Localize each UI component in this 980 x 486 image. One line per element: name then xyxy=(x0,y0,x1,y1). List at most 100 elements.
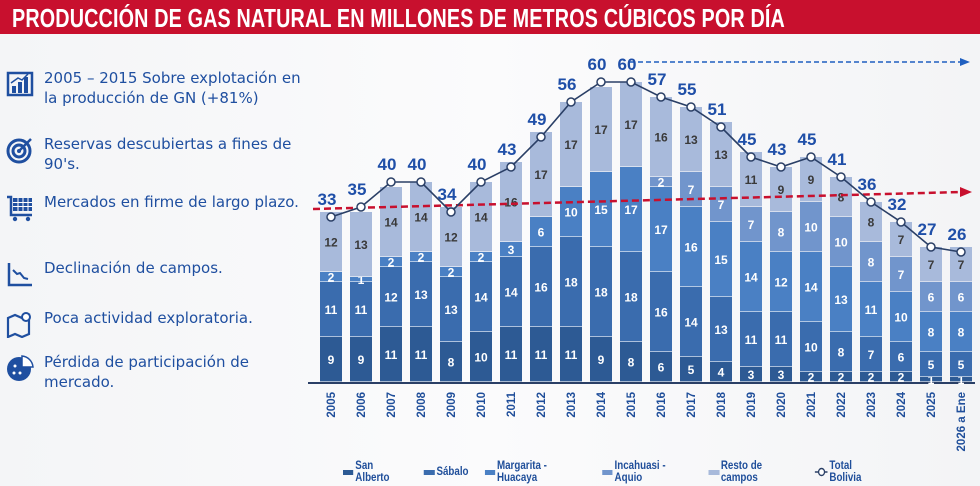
total-label: 40 xyxy=(378,155,397,174)
data-label: 5 xyxy=(688,363,695,377)
bar-segment xyxy=(830,332,852,372)
bullet-item: Pérdida de participación de mercado. xyxy=(6,352,309,392)
total-label: 45 xyxy=(738,130,757,149)
bar-segment xyxy=(920,312,942,352)
x-tick-label: 2012 xyxy=(536,392,548,418)
bar-segment xyxy=(800,202,822,252)
bar-segment xyxy=(560,327,582,382)
total-point xyxy=(536,132,546,142)
total-point xyxy=(416,177,426,187)
legend-label: Total Bolivia xyxy=(829,460,862,484)
x-tick-label: 2014 xyxy=(596,391,608,417)
total-label: 32 xyxy=(888,195,907,214)
total-point xyxy=(926,242,936,252)
data-label: 2 xyxy=(478,251,485,265)
total-point xyxy=(866,197,876,207)
bar-segment xyxy=(950,282,972,312)
data-label: 8 xyxy=(778,226,785,240)
bar-segment xyxy=(530,217,552,247)
bar-segment xyxy=(530,132,552,217)
data-label: 1 xyxy=(958,373,965,387)
data-label: 8 xyxy=(628,356,635,370)
bar-segment xyxy=(470,252,492,262)
bar-segment xyxy=(680,287,702,357)
bullet-item: Mercados en firme de largo plazo. xyxy=(6,192,309,222)
bar-segment xyxy=(680,107,702,172)
data-label: 10 xyxy=(804,221,818,235)
data-label: 3 xyxy=(748,368,755,382)
x-tick-label: 2013 xyxy=(566,392,578,418)
total-point xyxy=(506,162,516,172)
bar-segment xyxy=(320,282,342,337)
bullet-text: Reservas descubiertas a fines de 90's. xyxy=(44,135,292,173)
bar-segment xyxy=(410,252,432,262)
data-label: 16 xyxy=(504,196,518,210)
bar-segment xyxy=(380,187,402,257)
bullet-item: 2005 – 2015 Sobre explotación en la prod… xyxy=(6,68,309,108)
data-label: 11 xyxy=(775,333,788,347)
data-label: 2 xyxy=(868,371,875,385)
x-tick-label: 2020 xyxy=(776,392,788,418)
data-label: 10 xyxy=(564,206,578,220)
bar-segment xyxy=(620,167,642,252)
bar-segment xyxy=(650,352,672,382)
total-point xyxy=(776,162,786,172)
total-point xyxy=(626,77,636,87)
bar-segment xyxy=(920,377,942,382)
total-label: 60 xyxy=(618,55,637,74)
data-label: 6 xyxy=(658,361,665,375)
data-label: 11 xyxy=(565,348,578,362)
bar-segment xyxy=(560,237,582,327)
x-tick-label: 2021 xyxy=(806,391,818,417)
x-tick-label: 2019 xyxy=(746,392,758,418)
data-label: 7 xyxy=(898,233,905,247)
bar-segment xyxy=(680,357,702,382)
pie-chart-icon xyxy=(7,355,34,381)
total-point xyxy=(746,152,756,162)
total-label: 33 xyxy=(318,190,337,209)
total-point xyxy=(686,102,696,112)
bar-segment xyxy=(680,207,702,287)
bar-segment xyxy=(710,362,732,382)
data-label: 13 xyxy=(444,303,458,317)
data-label: 11 xyxy=(745,173,758,187)
x-tick-label: 2023 xyxy=(866,392,878,418)
bar-segment xyxy=(560,102,582,187)
data-label: 2 xyxy=(898,371,905,385)
data-label: 7 xyxy=(898,268,905,282)
legend-label: Incahuasi - Aquio xyxy=(614,460,666,484)
total-label: 55 xyxy=(678,80,697,99)
bar-segment xyxy=(800,157,822,202)
data-label: 2 xyxy=(658,176,665,190)
bar-segment xyxy=(920,352,942,377)
title-bar: PRODUCCIÓN DE GAS NATURAL EN MILLONES DE… xyxy=(0,0,980,34)
data-label: 8 xyxy=(838,191,845,205)
bar-segment xyxy=(740,312,762,367)
data-label: 11 xyxy=(745,333,758,347)
bar-segment xyxy=(770,367,792,382)
target-icon xyxy=(6,138,32,164)
bar-segment xyxy=(770,167,792,212)
x-tick-label: 2007 xyxy=(386,392,398,418)
data-label: 5 xyxy=(928,358,935,372)
total-point xyxy=(566,97,576,107)
bar-segment xyxy=(770,252,792,312)
data-label: 7 xyxy=(718,198,725,212)
total-label: 51 xyxy=(708,100,727,119)
bar-segment xyxy=(890,257,912,292)
data-label: 14 xyxy=(474,211,488,225)
bar-segment xyxy=(770,212,792,252)
data-label: 13 xyxy=(414,288,428,302)
data-label: 12 xyxy=(774,276,788,290)
bar-segment xyxy=(620,342,642,382)
data-label: 18 xyxy=(624,291,638,305)
total-label: 34 xyxy=(438,185,457,204)
bar-segment xyxy=(650,97,672,177)
x-tick-label: 2017 xyxy=(686,392,698,418)
data-label: 8 xyxy=(868,216,875,230)
bar-segment xyxy=(500,257,522,327)
cart-icon xyxy=(7,195,32,222)
total-label: 41 xyxy=(828,150,847,169)
data-label: 1 xyxy=(358,273,365,287)
